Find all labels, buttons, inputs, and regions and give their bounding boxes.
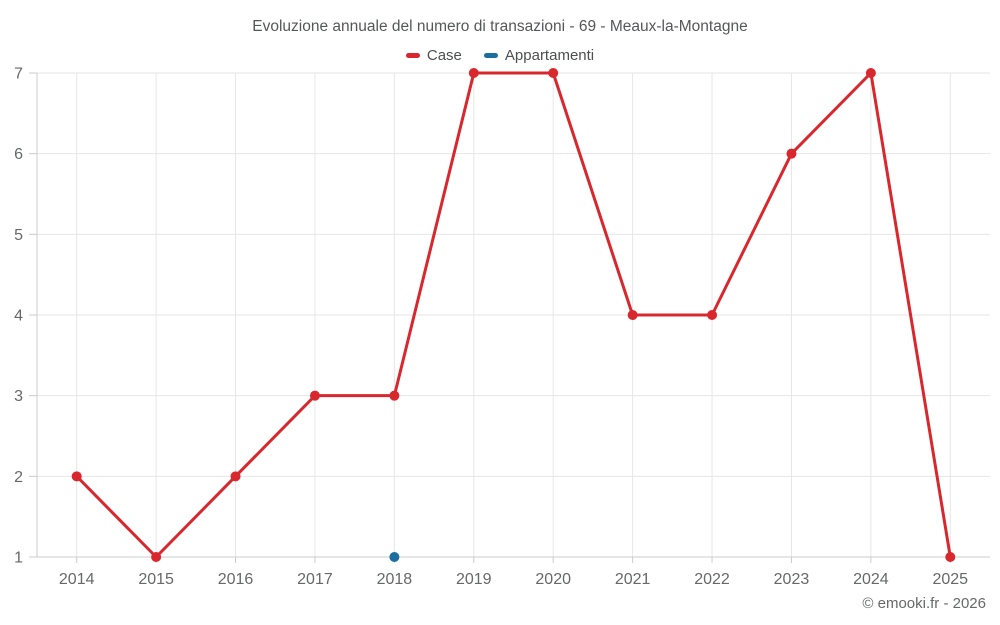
series-line-case (75, 71, 952, 559)
legend-swatch-case (405, 53, 420, 58)
x-tick-label-2014: 2014 (59, 571, 95, 588)
y-tick-label-5: 5 (14, 227, 23, 244)
y-tick-label-1: 1 (14, 550, 23, 567)
chart-title: Evoluzione annuale del numero di transaz… (252, 18, 748, 35)
data-point-case-2015[interactable] (151, 552, 162, 562)
data-point-case-2022[interactable] (707, 310, 718, 320)
data-point-case-2019[interactable] (468, 68, 479, 78)
legend: Case Appartamenti (0, 47, 1000, 64)
axes (29, 72, 990, 563)
legend-item-case[interactable]: Case (405, 47, 462, 64)
data-point-case-2021[interactable] (627, 310, 638, 320)
data-point-case-2016[interactable] (230, 471, 241, 482)
y-tick-label-2: 2 (14, 469, 23, 486)
x-tick-label-2018: 2018 (377, 571, 413, 588)
data-point-case-2023[interactable] (786, 148, 797, 159)
x-tick-label-2024: 2024 (853, 571, 889, 588)
data-point-case-2020[interactable] (548, 68, 559, 78)
data-point-case-2017[interactable] (309, 390, 320, 401)
x-tick-label-2023: 2023 (774, 571, 810, 588)
data-point-case-2024[interactable] (865, 68, 876, 78)
data-point-appartamenti-2018[interactable] (389, 552, 400, 562)
y-tick-label-6: 6 (14, 146, 23, 163)
legend-swatch-appartamenti (483, 53, 498, 58)
x-tick-label-2021: 2021 (615, 571, 651, 588)
gridlines (37, 72, 990, 558)
data-point-case-2025[interactable] (945, 552, 956, 562)
tick-labels: 2014 2015 2016 2017 2018 2019 2020 2021 2022 2023… (14, 66, 968, 589)
legend-label-case: Case (426, 47, 462, 64)
x-tick-label-2022: 2022 (694, 571, 730, 588)
legend-label-appartamenti: Appartamenti (504, 47, 595, 64)
legend-item-appartamenti[interactable]: Appartamenti (483, 47, 595, 64)
x-tick-label-2019: 2019 (456, 571, 492, 588)
x-tick-label-2025: 2025 (932, 571, 968, 588)
x-tick-label-2020: 2020 (535, 571, 571, 588)
x-tick-label-2017: 2017 (297, 571, 333, 588)
x-tick-label-2016: 2016 (218, 571, 254, 588)
y-tick-label-3: 3 (14, 388, 23, 405)
x-tick-label-2015: 2015 (138, 571, 174, 588)
y-tick-label-7: 7 (14, 66, 23, 83)
series-case (71, 68, 956, 562)
copyright-text: © emooki.fr - 2026 (862, 595, 986, 612)
y-tick-label-4: 4 (14, 308, 23, 325)
series-appartamenti (389, 552, 400, 562)
data-point-case-2018[interactable] (389, 390, 400, 401)
data-point-case-2014[interactable] (71, 471, 82, 482)
